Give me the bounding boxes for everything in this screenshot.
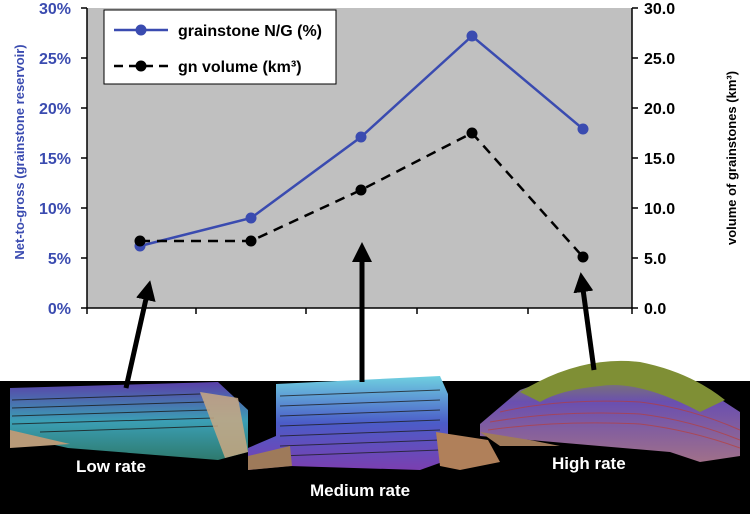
legend-marker-ng — [135, 24, 147, 36]
model-image-medium — [248, 376, 500, 470]
right-tick-label: 0.0 — [644, 301, 666, 318]
legend-label-vol: gn volume (km³) — [178, 59, 302, 76]
series-layer — [134, 30, 589, 263]
pointer-arrows — [123, 242, 597, 389]
left-tick-label: 30% — [39, 1, 71, 18]
series-1-point-0 — [134, 235, 146, 247]
series-1-point-4 — [577, 251, 589, 263]
series-1-point-3 — [466, 127, 478, 139]
left-axis: 0% 5% 10% 15% 20% 25% 30% — [39, 1, 88, 318]
right-axis: 0.0 5.0 10.0 15.0 20.0 25.0 30.0 — [631, 1, 675, 318]
right-tick-label: 25.0 — [644, 51, 675, 68]
legend-marker-vol — [135, 60, 147, 72]
series-0-point-4 — [577, 123, 589, 135]
right-tick-label: 5.0 — [644, 251, 666, 268]
left-tick-label: 0% — [48, 301, 71, 318]
legend: grainstone N/G (%) gn volume (km³) — [103, 9, 337, 85]
left-tick-label: 10% — [39, 201, 71, 218]
left-tick-label: 15% — [39, 151, 71, 168]
legend-label-ng: grainstone N/G (%) — [178, 23, 322, 40]
model-label-low: Low rate — [76, 457, 146, 476]
left-tick-label: 25% — [39, 51, 71, 68]
arrow-high — [573, 272, 597, 371]
series-0-point-1 — [245, 212, 257, 224]
right-tick-label: 10.0 — [644, 201, 675, 218]
model-label-medium: Medium rate — [310, 481, 410, 500]
legend-box — [103, 9, 337, 85]
arrow-low — [123, 280, 156, 389]
right-tick-label: 20.0 — [644, 101, 675, 118]
model-image-high — [480, 360, 741, 462]
model-image-low — [10, 382, 248, 460]
left-axis-title: Net-to-gross (grainstone reservoir) — [12, 44, 27, 259]
series-1-point-2 — [355, 184, 367, 196]
right-tick-label: 15.0 — [644, 151, 675, 168]
left-tick-label: 5% — [48, 251, 71, 268]
right-axis-title: volume of grainstones (km³) — [724, 71, 739, 245]
series-1-point-1 — [245, 235, 257, 247]
right-tick-label: 30.0 — [644, 1, 675, 18]
series-line-1 — [140, 131, 584, 258]
series-0-point-2 — [355, 131, 367, 143]
model-label-high: High rate — [552, 454, 626, 473]
left-tick-label: 20% — [39, 101, 71, 118]
series-0-point-3 — [466, 30, 478, 42]
